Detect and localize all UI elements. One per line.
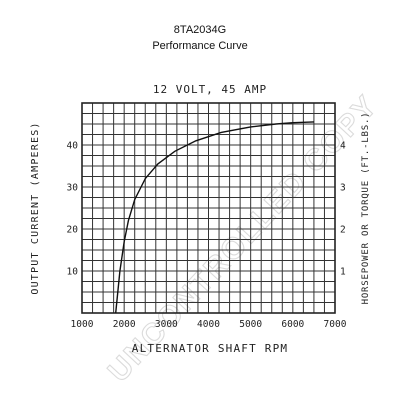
y2-tick-labels: 1 2 3 4 [340,141,346,278]
y-tick-label: 20 [67,225,79,236]
x-tick-label: 3000 [155,319,178,330]
x-tick-label: 7000 [324,319,347,330]
inner-title: 12 VOLT, 45 AMP [153,83,267,96]
x-axis-label: ALTERNATOR SHAFT RPM [132,342,288,355]
plot-frame [81,102,336,314]
y-tick-label: 10 [67,267,79,278]
y2-tick-label: 4 [340,141,346,152]
y2-tick-label: 1 [340,267,346,278]
y2-tick-label: 3 [340,183,346,194]
grid [82,103,335,313]
y2-axis-label: HORSEPOWER OR TORQUE (FT.-LBS.) [361,112,371,305]
chart-title: 8TA2034G [174,24,226,36]
x-tick-label: 2000 [113,319,136,330]
x-tick-labels: 1000 2000 3000 4000 5000 6000 7000 [71,319,347,330]
chart-subtitle: Performance Curve [152,40,247,52]
y-tick-labels: 10 20 30 40 [67,141,79,278]
y-tick-label: 40 [67,141,79,152]
x-tick-label: 1000 [71,319,94,330]
x-tick-label: 4000 [197,319,220,330]
y2-tick-label: 2 [340,225,346,236]
x-tick-label: 5000 [239,319,262,330]
y-axis-label: OUTPUT CURRENT (AMPERES) [30,121,41,294]
x-tick-label: 6000 [281,319,304,330]
y-tick-label: 30 [67,183,79,194]
series-line-current [115,121,314,314]
